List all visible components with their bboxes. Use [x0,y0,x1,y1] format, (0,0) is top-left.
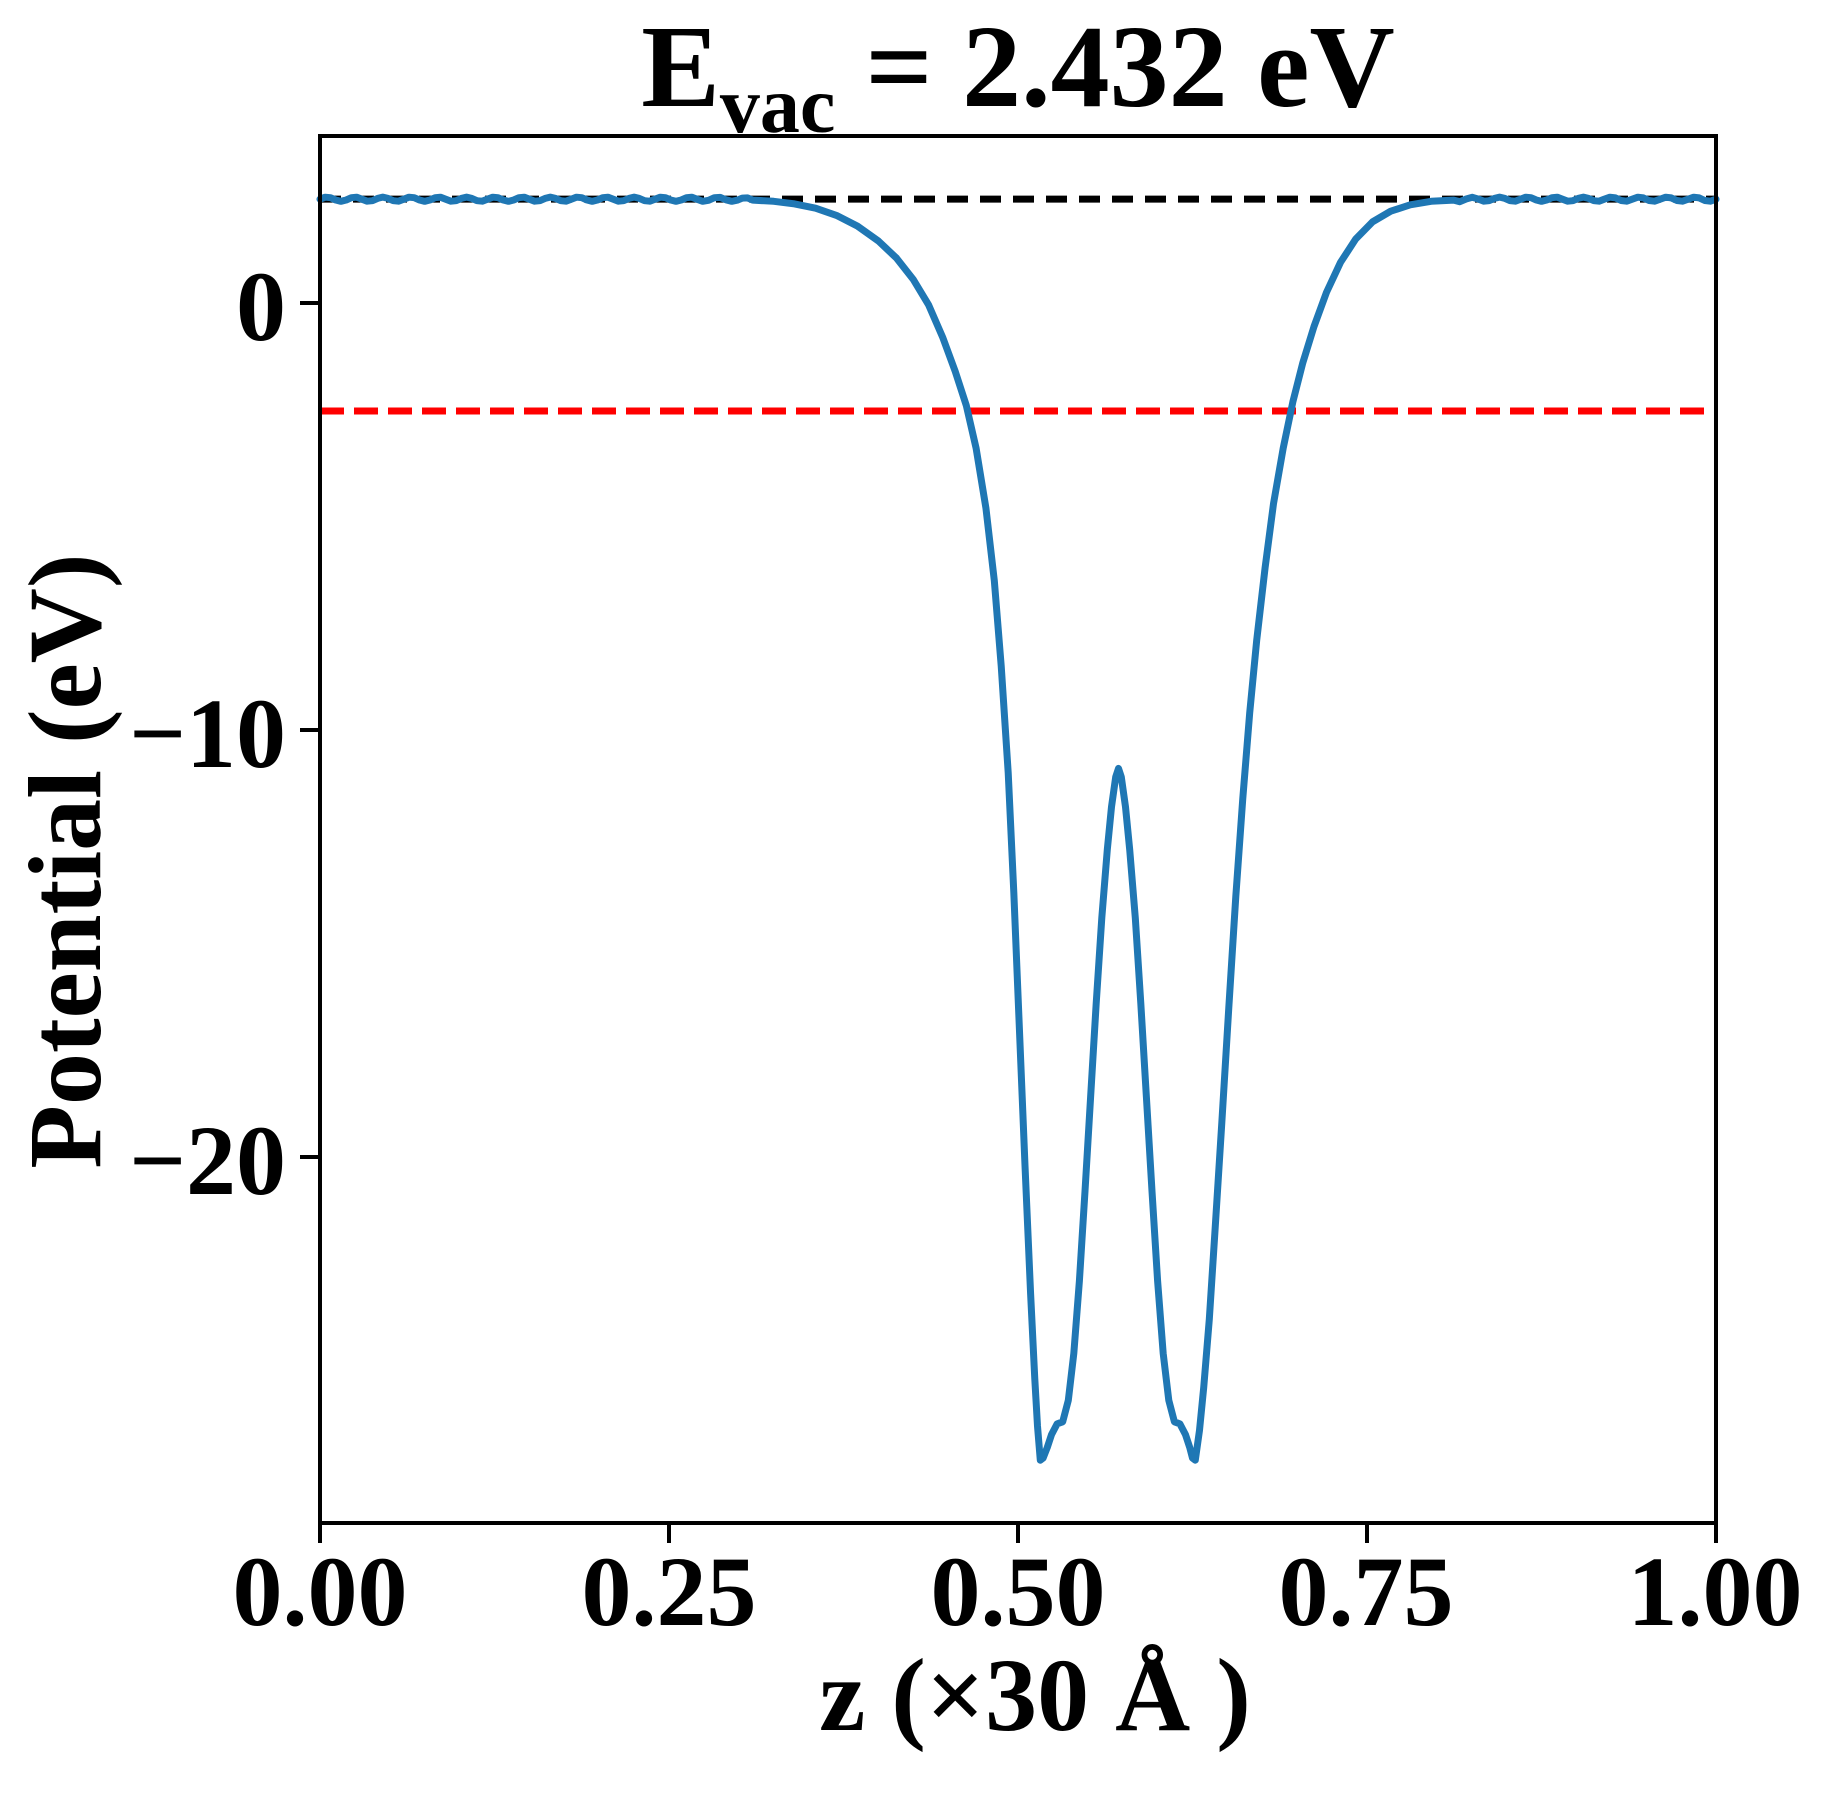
x-tick-label-075: 0.75 [1278,1536,1454,1647]
x-tick-label-100: 1.00 [1627,1536,1803,1647]
x-tick-label-050: 0.50 [930,1536,1106,1647]
potential-curve [316,193,1720,1464]
plot-frame [318,134,1718,1525]
title-vac-subscript: vac [719,62,836,150]
x-tick-label-025: 0.25 [581,1536,757,1647]
y-tick-label-neg10: −10 [129,678,286,789]
x-tick-label-000: 0.00 [232,1536,408,1647]
y-tick-label-neg20: −20 [129,1105,286,1216]
title-equation: = 2.432 eV [865,1,1395,132]
x-axis-label: z (×30 Å ) [819,1638,1251,1753]
title-energy-symbol: E [641,1,720,132]
y-tick-label-0: 0 [236,251,286,362]
